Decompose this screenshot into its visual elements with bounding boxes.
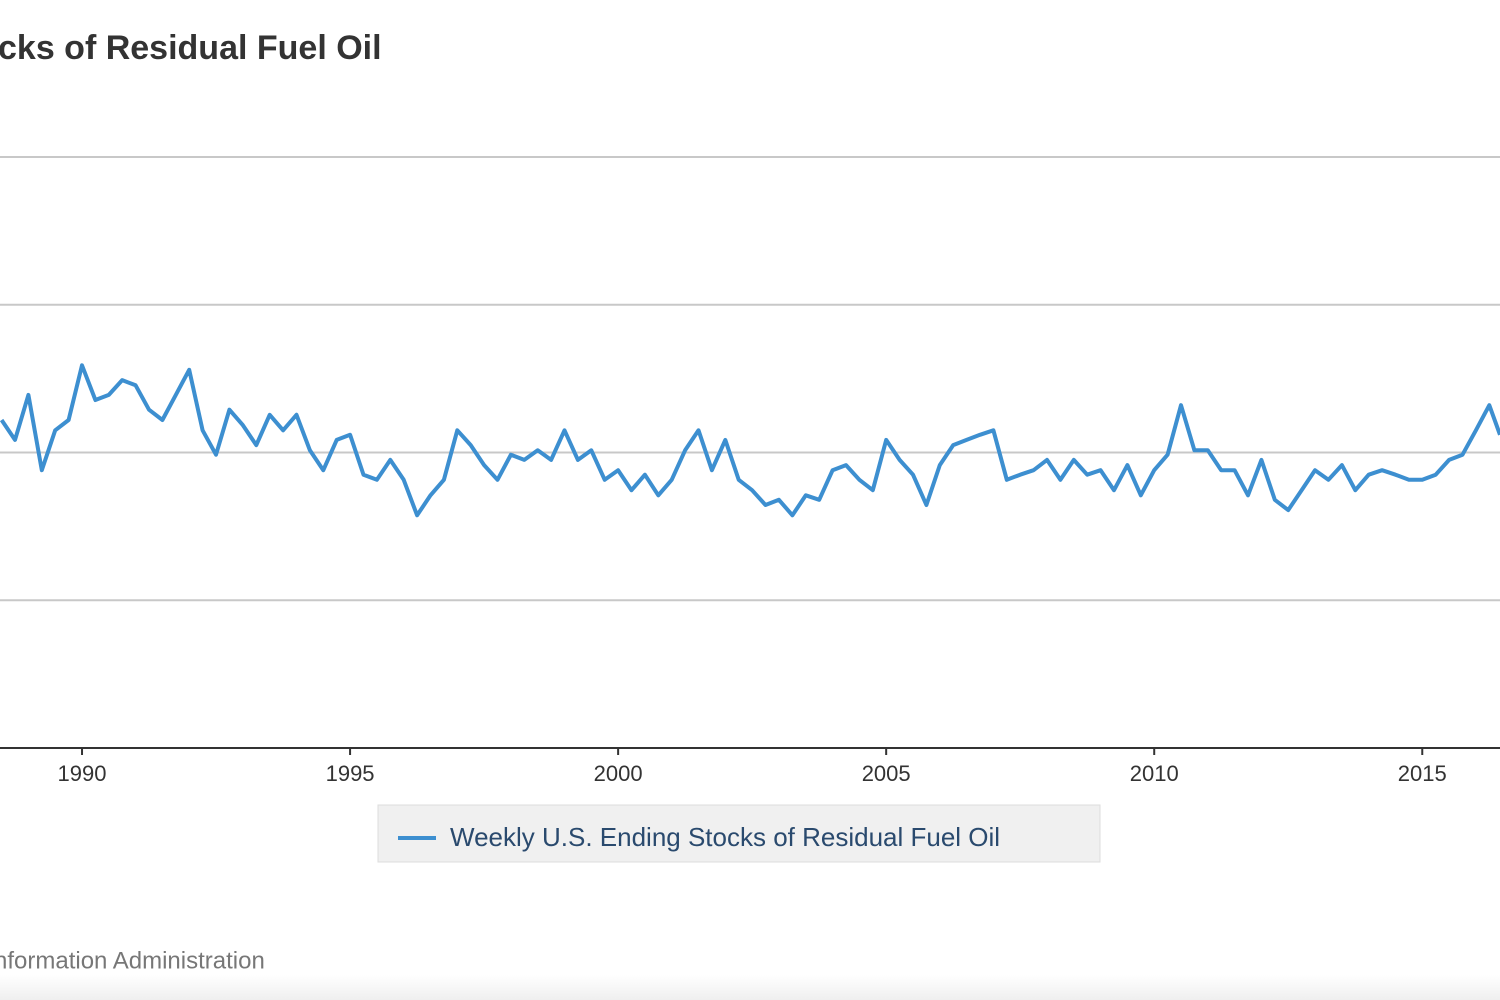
x-tick-label: 1990 (58, 761, 107, 786)
chart-title: cks of Residual Fuel Oil (0, 29, 382, 67)
x-tick-label: 2000 (594, 761, 643, 786)
x-tick-label: 2010 (1130, 761, 1179, 786)
legend-box (377, 804, 1101, 863)
x-tick-label: 2015 (1398, 761, 1447, 786)
footer-shade (0, 975, 1500, 1000)
legend-label: Weekly U.S. Ending Stocks of Residual Fu… (450, 822, 1000, 852)
legend: Weekly U.S. Ending Stocks of Residual Fu… (377, 804, 1101, 863)
x-tick-label: 1995 (326, 761, 375, 786)
source: nformation Administration (0, 947, 265, 974)
series-line (0, 363, 1500, 518)
x-tick-label: 2005 (862, 761, 911, 786)
